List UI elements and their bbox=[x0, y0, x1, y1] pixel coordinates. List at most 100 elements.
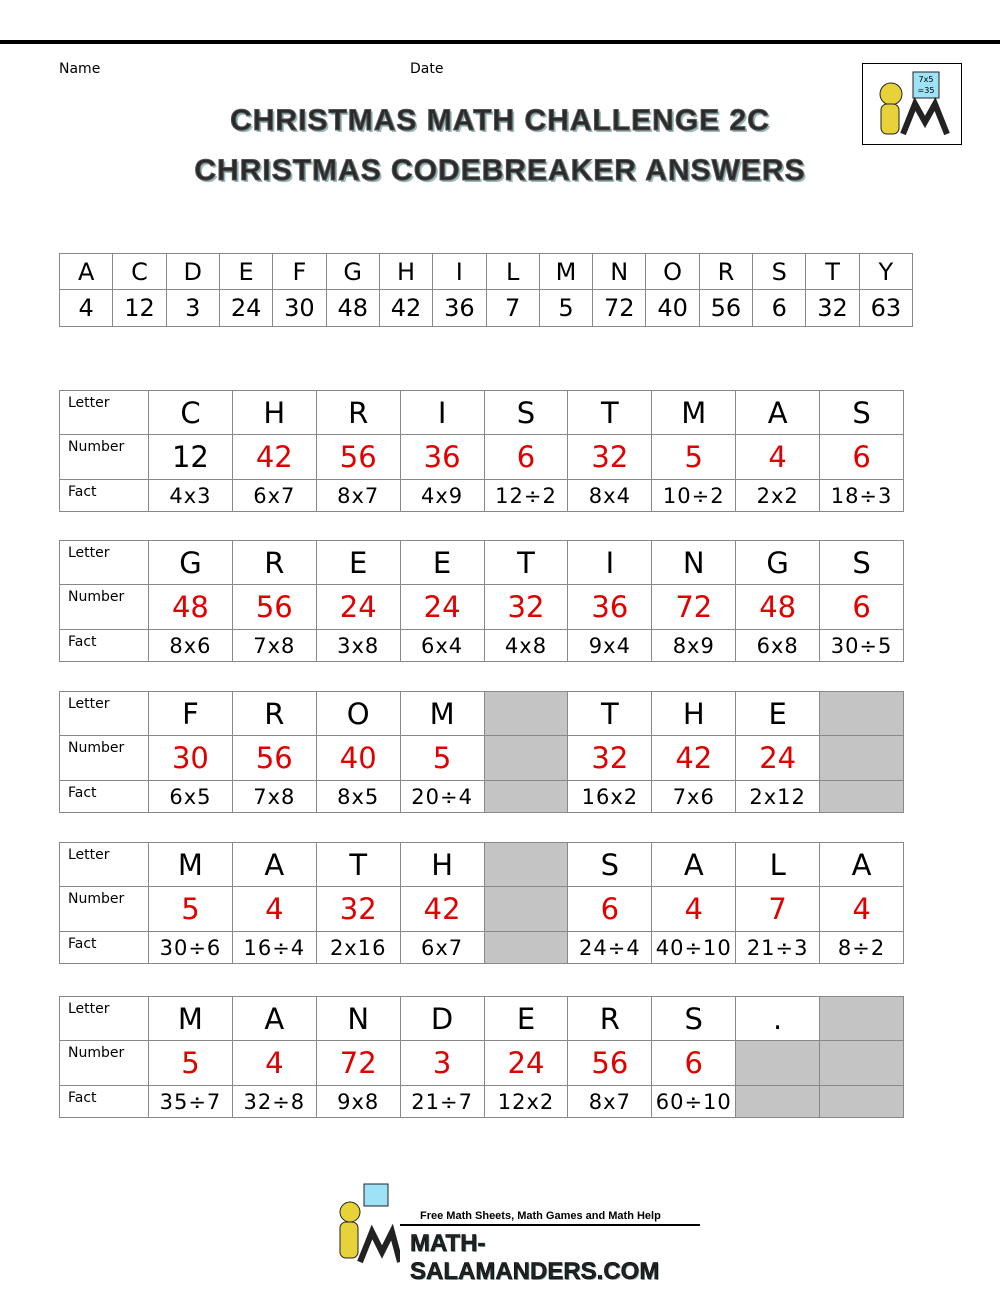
title-line: CHRISTMAS CODEBREAKER ANSWERS bbox=[194, 154, 806, 188]
number-cell: 32 bbox=[315, 886, 401, 932]
number-cell: 5 bbox=[148, 886, 233, 932]
key-number: 36 bbox=[432, 289, 487, 327]
footer-site: MATH-SALAMANDERS.COM bbox=[410, 1230, 660, 1286]
letter-cell: T bbox=[567, 691, 653, 736]
key-letter: O bbox=[645, 253, 700, 290]
number-cell: 56 bbox=[315, 434, 401, 480]
row-label: Letter bbox=[59, 842, 149, 887]
letter-cell: L bbox=[735, 842, 821, 887]
footer-icon bbox=[339, 1183, 400, 1264]
number-cell: 5 bbox=[399, 735, 485, 781]
key-number: 56 bbox=[698, 289, 754, 327]
number-cell: 30 bbox=[148, 735, 233, 781]
empty-cell bbox=[819, 1040, 904, 1086]
fact-cell: 40÷10 bbox=[651, 931, 737, 964]
empty-cell bbox=[735, 1040, 821, 1086]
fact-cell: 7x8 bbox=[231, 629, 317, 662]
letter-cell: H bbox=[399, 842, 485, 887]
number-cell: 4 bbox=[819, 886, 904, 932]
key-number: 6 bbox=[752, 289, 807, 327]
row-label: Fact bbox=[59, 780, 149, 813]
letter-cell: M bbox=[148, 996, 233, 1041]
fact-cell: 8÷2 bbox=[819, 931, 904, 964]
letter-cell: E bbox=[315, 540, 401, 585]
letter-cell: M bbox=[651, 390, 737, 435]
number-cell: 42 bbox=[399, 886, 485, 932]
fact-cell: 60÷10 bbox=[651, 1085, 737, 1118]
letter-cell: D bbox=[399, 996, 485, 1041]
fact-cell: 7x6 bbox=[651, 780, 737, 813]
row-label: Letter bbox=[59, 996, 149, 1041]
empty-cell bbox=[819, 996, 904, 1041]
number-cell: 56 bbox=[231, 735, 317, 781]
letter-cell: A bbox=[231, 842, 317, 887]
letter-cell: H bbox=[231, 390, 317, 435]
letter-cell: A bbox=[651, 842, 737, 887]
key-letter: G bbox=[325, 253, 380, 290]
number-cell: 24 bbox=[735, 735, 821, 781]
number-cell: 6 bbox=[567, 886, 653, 932]
empty-cell bbox=[483, 931, 569, 964]
key-letter: D bbox=[165, 253, 220, 290]
number-cell: 24 bbox=[483, 1040, 569, 1086]
number-cell: 3 bbox=[399, 1040, 485, 1086]
key-number: 63 bbox=[858, 289, 913, 327]
key-letter: R bbox=[698, 253, 754, 290]
footer-tagline: Free Math Sheets, Math Games and Math He… bbox=[420, 1210, 661, 1222]
fact-cell: 4x3 bbox=[148, 479, 233, 512]
fact-cell: 12÷2 bbox=[483, 479, 569, 512]
number-cell: 6 bbox=[483, 434, 569, 480]
key-number: 40 bbox=[645, 289, 700, 327]
key-letter: L bbox=[485, 253, 540, 290]
fact-cell: 21÷3 bbox=[735, 931, 821, 964]
number-cell: 32 bbox=[567, 735, 653, 781]
number-cell: 24 bbox=[315, 584, 401, 630]
fact-cell: 8x4 bbox=[567, 479, 653, 512]
fact-cell: 32÷8 bbox=[231, 1085, 317, 1118]
row-label: Letter bbox=[59, 691, 149, 736]
row-label: Fact bbox=[59, 1085, 149, 1118]
key-letter: N bbox=[592, 253, 647, 290]
number-cell: 4 bbox=[231, 1040, 317, 1086]
logo: 7x5 =35 bbox=[879, 71, 950, 136]
key-number: 12 bbox=[112, 289, 167, 327]
empty-cell bbox=[819, 691, 904, 736]
key-number: 3 bbox=[165, 289, 220, 327]
letter-cell: M bbox=[148, 842, 233, 887]
number-cell: 4 bbox=[651, 886, 737, 932]
fact-cell: 20÷4 bbox=[399, 780, 485, 813]
key-letter: A bbox=[59, 253, 114, 290]
number-cell: 4 bbox=[735, 434, 821, 480]
logo-text: 7x5 bbox=[919, 75, 934, 84]
fact-cell: 8x5 bbox=[315, 780, 401, 813]
number-cell: 5 bbox=[651, 434, 737, 480]
empty-cell bbox=[483, 842, 569, 887]
number-cell: 24 bbox=[399, 584, 485, 630]
number-cell: 42 bbox=[231, 434, 317, 480]
empty-cell bbox=[819, 1085, 904, 1118]
fact-cell: 7x8 bbox=[231, 780, 317, 813]
key-letter: I bbox=[432, 253, 487, 290]
key-letter: T bbox=[805, 253, 860, 290]
number-cell: 48 bbox=[148, 584, 233, 630]
number-cell: 7 bbox=[735, 886, 821, 932]
date-label: Date bbox=[410, 61, 444, 77]
fact-cell: 9x4 bbox=[567, 629, 653, 662]
number-cell: 6 bbox=[651, 1040, 737, 1086]
footer-logo: Free Math Sheets, Math Games and Math He… bbox=[330, 1180, 710, 1285]
key-number: 72 bbox=[592, 289, 647, 327]
fact-cell: 8x9 bbox=[651, 629, 737, 662]
letter-cell: F bbox=[148, 691, 233, 736]
letter-cell: A bbox=[231, 996, 317, 1041]
key-number: 5 bbox=[538, 289, 594, 327]
letter-cell: R bbox=[231, 691, 317, 736]
logo-text: =35 bbox=[918, 86, 935, 95]
letter-cell: H bbox=[651, 691, 737, 736]
number-cell: 48 bbox=[735, 584, 821, 630]
letter-cell: A bbox=[735, 390, 821, 435]
empty-cell bbox=[819, 735, 904, 781]
row-label: Letter bbox=[59, 390, 149, 435]
number-cell: 5 bbox=[148, 1040, 233, 1086]
fact-cell: 3x8 bbox=[315, 629, 401, 662]
number-cell: 6 bbox=[819, 434, 904, 480]
